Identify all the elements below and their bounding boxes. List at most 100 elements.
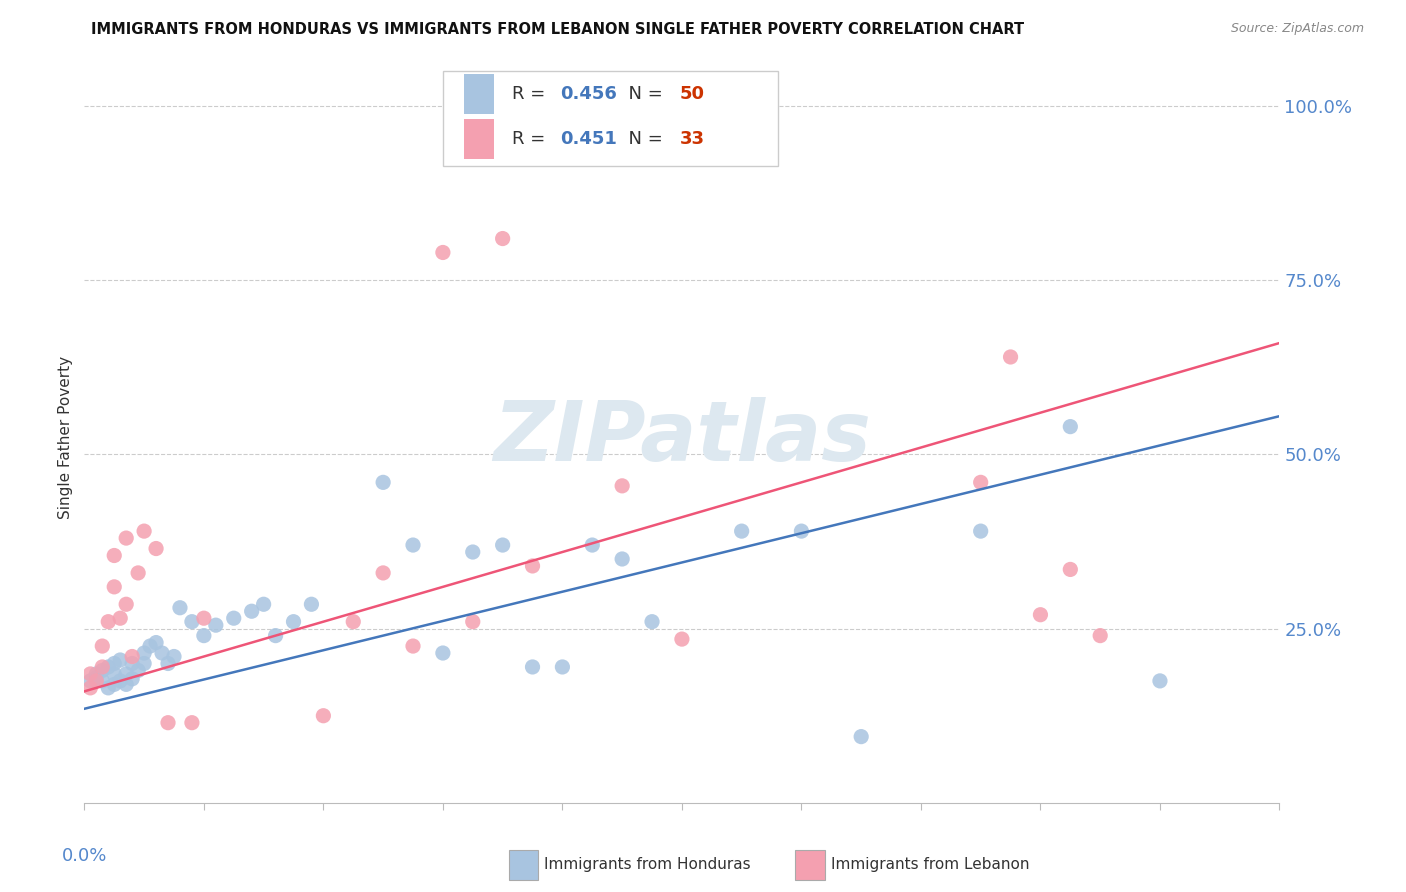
Point bbox=[97, 660, 120, 674]
Point bbox=[157, 715, 180, 730]
Point bbox=[79, 681, 101, 695]
Point bbox=[970, 524, 993, 538]
Point bbox=[181, 715, 204, 730]
Point bbox=[110, 611, 132, 625]
Point bbox=[132, 646, 156, 660]
Point bbox=[145, 541, 167, 556]
Point bbox=[121, 672, 143, 686]
Point bbox=[86, 670, 108, 684]
Text: 0.456: 0.456 bbox=[560, 85, 617, 103]
Point bbox=[1029, 607, 1052, 622]
Point bbox=[169, 600, 191, 615]
Point bbox=[492, 231, 515, 245]
Point bbox=[731, 524, 754, 538]
Point bbox=[91, 673, 114, 688]
Point bbox=[461, 545, 484, 559]
Point bbox=[91, 664, 114, 678]
Point bbox=[373, 475, 395, 490]
Point bbox=[163, 649, 186, 664]
Point bbox=[103, 677, 125, 691]
Point bbox=[103, 667, 125, 681]
Point bbox=[193, 611, 215, 625]
Point bbox=[127, 566, 149, 580]
Text: 0.451: 0.451 bbox=[560, 129, 617, 148]
Point bbox=[373, 566, 395, 580]
Y-axis label: Single Father Poverty: Single Father Poverty bbox=[58, 356, 73, 518]
Point bbox=[551, 660, 574, 674]
Text: 50: 50 bbox=[679, 85, 704, 103]
Point bbox=[79, 673, 101, 688]
Point bbox=[612, 552, 634, 566]
Point bbox=[193, 629, 215, 643]
Point bbox=[181, 615, 204, 629]
Point bbox=[91, 660, 114, 674]
Point bbox=[103, 657, 125, 671]
Point bbox=[121, 649, 143, 664]
Point bbox=[1149, 673, 1171, 688]
Point bbox=[432, 646, 454, 660]
Text: Source: ZipAtlas.com: Source: ZipAtlas.com bbox=[1230, 22, 1364, 36]
Point bbox=[97, 615, 120, 629]
Point bbox=[432, 245, 454, 260]
Point bbox=[301, 597, 323, 611]
Text: R =: R = bbox=[512, 129, 551, 148]
Point bbox=[222, 611, 245, 625]
Point bbox=[91, 639, 114, 653]
FancyBboxPatch shape bbox=[464, 74, 495, 114]
Point bbox=[492, 538, 515, 552]
Text: N =: N = bbox=[617, 129, 669, 148]
Text: Immigrants from Lebanon: Immigrants from Lebanon bbox=[831, 857, 1029, 872]
Point bbox=[1059, 562, 1081, 576]
Text: 0.0%: 0.0% bbox=[62, 847, 107, 864]
Point bbox=[150, 646, 173, 660]
Point bbox=[1000, 350, 1022, 364]
Point bbox=[612, 479, 634, 493]
Point bbox=[103, 580, 125, 594]
Point bbox=[522, 660, 544, 674]
Point bbox=[240, 604, 263, 618]
FancyBboxPatch shape bbox=[443, 71, 778, 167]
Point bbox=[110, 673, 132, 688]
Point bbox=[402, 538, 425, 552]
Point bbox=[145, 635, 167, 649]
Point bbox=[127, 664, 149, 678]
Point bbox=[121, 657, 143, 671]
Point bbox=[522, 558, 544, 573]
Point bbox=[1090, 629, 1112, 643]
Point bbox=[581, 538, 603, 552]
Text: R =: R = bbox=[512, 85, 551, 103]
Point bbox=[205, 618, 228, 632]
Point bbox=[86, 673, 108, 688]
Point bbox=[132, 524, 156, 538]
Point bbox=[79, 667, 101, 681]
Point bbox=[970, 475, 993, 490]
Point bbox=[402, 639, 425, 653]
Point bbox=[283, 615, 305, 629]
Text: N =: N = bbox=[617, 85, 669, 103]
Point bbox=[86, 667, 108, 681]
Point bbox=[97, 681, 120, 695]
Point bbox=[115, 677, 138, 691]
Point bbox=[115, 597, 138, 611]
Text: ZIPatlas: ZIPatlas bbox=[494, 397, 870, 477]
Point bbox=[139, 639, 162, 653]
FancyBboxPatch shape bbox=[464, 119, 495, 159]
Text: Immigrants from Honduras: Immigrants from Honduras bbox=[544, 857, 751, 872]
FancyBboxPatch shape bbox=[796, 850, 825, 880]
Point bbox=[157, 657, 180, 671]
Point bbox=[641, 615, 664, 629]
Text: 33: 33 bbox=[679, 129, 704, 148]
Point bbox=[103, 549, 125, 563]
Point bbox=[312, 708, 335, 723]
Point bbox=[110, 653, 132, 667]
Point bbox=[115, 667, 138, 681]
Point bbox=[342, 615, 364, 629]
FancyBboxPatch shape bbox=[509, 850, 538, 880]
Point bbox=[461, 615, 484, 629]
Text: IMMIGRANTS FROM HONDURAS VS IMMIGRANTS FROM LEBANON SINGLE FATHER POVERTY CORREL: IMMIGRANTS FROM HONDURAS VS IMMIGRANTS F… bbox=[91, 22, 1025, 37]
Point bbox=[790, 524, 813, 538]
Point bbox=[132, 657, 156, 671]
Point bbox=[253, 597, 276, 611]
Point bbox=[1059, 419, 1081, 434]
Point bbox=[264, 629, 287, 643]
